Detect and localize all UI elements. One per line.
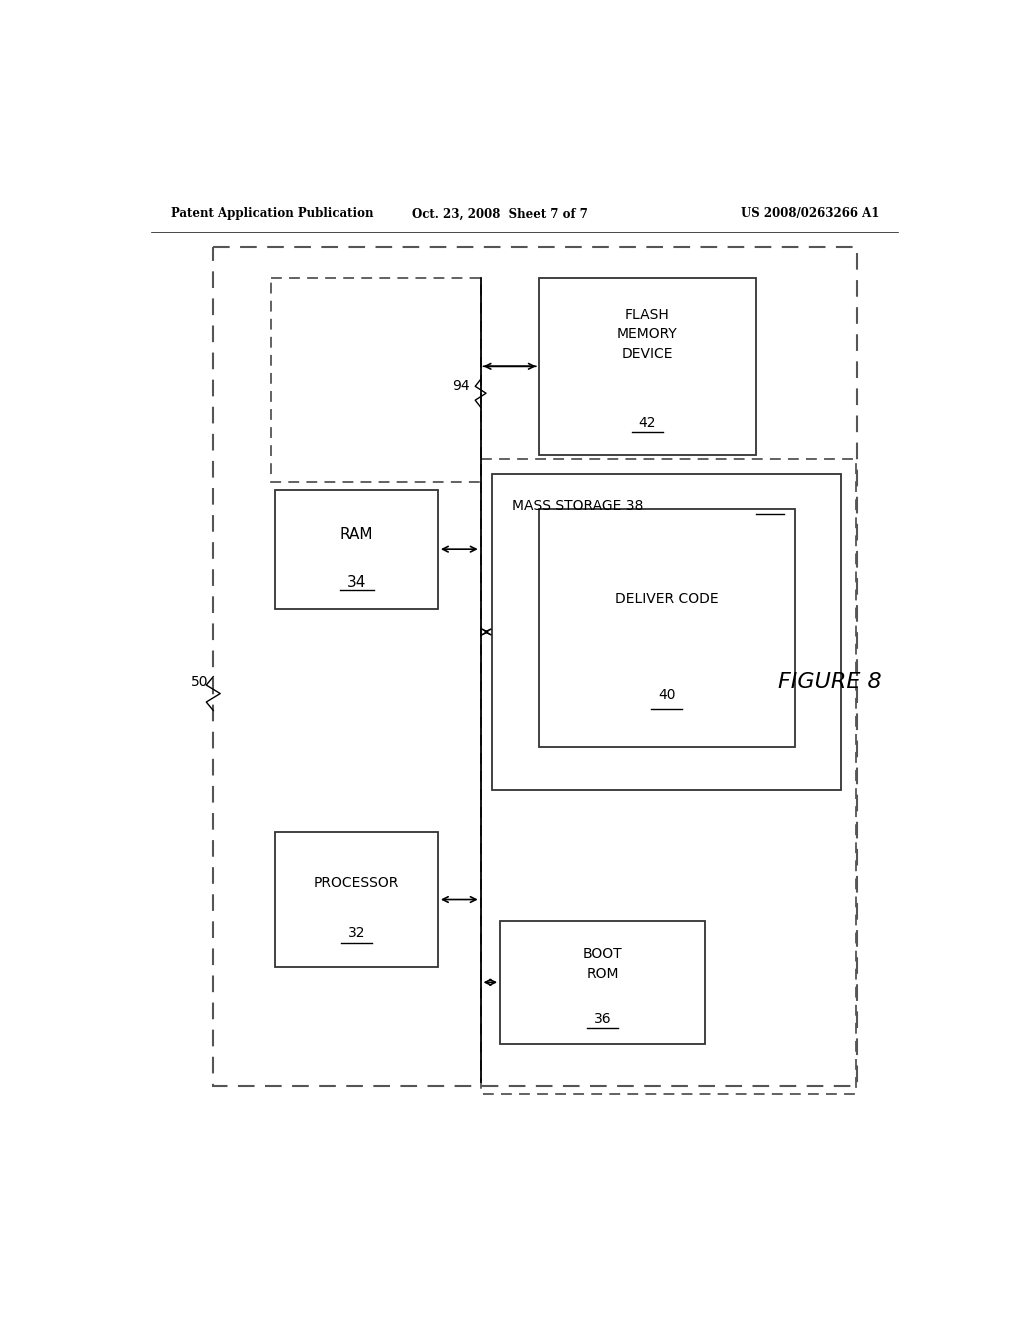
Text: FLASH
MEMORY
DEVICE: FLASH MEMORY DEVICE: [616, 308, 678, 360]
Text: 94: 94: [453, 379, 470, 392]
Text: 36: 36: [594, 1012, 611, 1026]
Bar: [539, 277, 756, 455]
Text: 32: 32: [348, 927, 366, 940]
Text: RAM: RAM: [340, 528, 374, 543]
Bar: [500, 921, 706, 1044]
Text: Oct. 23, 2008  Sheet 7 of 7: Oct. 23, 2008 Sheet 7 of 7: [412, 207, 588, 220]
Text: Patent Application Publication: Patent Application Publication: [171, 207, 373, 220]
Text: FIGURE 8: FIGURE 8: [777, 672, 882, 692]
Text: US 2008/0263266 A1: US 2008/0263266 A1: [741, 207, 880, 220]
Bar: [275, 490, 438, 609]
Text: PROCESSOR: PROCESSOR: [314, 876, 399, 891]
Text: 40: 40: [657, 688, 676, 702]
Text: DELIVER CODE: DELIVER CODE: [614, 593, 719, 606]
Bar: [539, 508, 795, 747]
Text: MASS STORAGE 38: MASS STORAGE 38: [512, 499, 643, 513]
Bar: [493, 474, 841, 789]
Text: 42: 42: [639, 416, 656, 430]
Bar: [275, 832, 438, 966]
Text: BOOT
ROM: BOOT ROM: [583, 946, 623, 981]
Text: 34: 34: [347, 576, 367, 590]
Text: 50: 50: [190, 675, 208, 689]
